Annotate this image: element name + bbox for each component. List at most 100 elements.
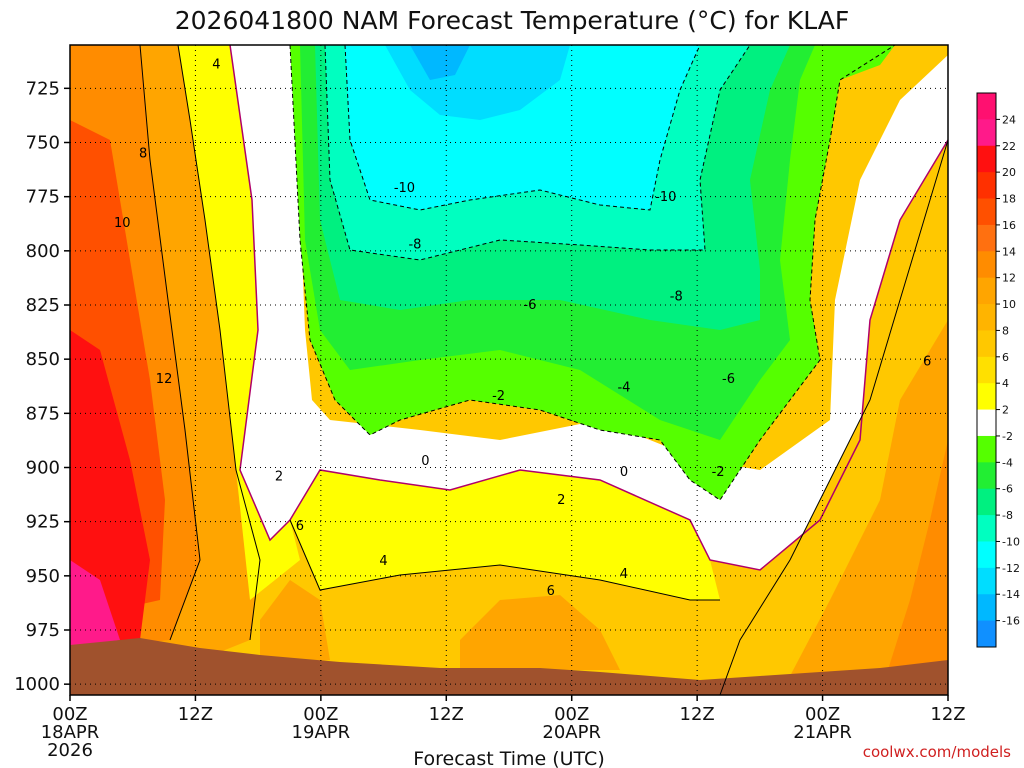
colorbar-swatch	[977, 620, 996, 648]
colorbar-tick-label: -12	[1002, 562, 1020, 575]
x-tick-date: 20APR	[542, 722, 601, 743]
colorbar-swatch	[977, 594, 996, 622]
band-22-24	[70, 560, 120, 648]
colorbar-swatch	[977, 515, 996, 542]
colorbar-tick-label: 14	[1002, 245, 1016, 258]
contour-label: 0	[620, 465, 628, 480]
neg8-contour	[324, 44, 751, 261]
colorbar-tick-label: 16	[1002, 219, 1016, 232]
contour-label: 2	[275, 469, 283, 484]
y-tick-label: 900	[26, 458, 60, 479]
y-tick-label: 975	[26, 620, 60, 641]
contour-label: -6	[722, 372, 735, 387]
x-tick-label: 12Z	[680, 704, 715, 725]
colorbar-tick-label: -14	[1002, 588, 1020, 601]
contour-label: -8	[670, 290, 683, 305]
contour-label: 0	[421, 454, 429, 469]
colorbar-swatch	[977, 567, 996, 595]
contour-label: -10	[655, 190, 676, 205]
contour-lines	[139, 44, 949, 696]
contour-label: -4	[617, 381, 630, 396]
y-tick-label: 875	[26, 403, 60, 424]
plot-frame	[69, 44, 949, 696]
contour-labels: 4 8 10 12 2 6 4 0 -2 -10 -8 -6 2 6 4 0 -4 -10 -8 -6 -2 6	[114, 58, 931, 600]
colorbar-swatch	[977, 330, 996, 358]
y-tick-label: 1000	[14, 674, 60, 695]
colorbar-tick-label: -16	[1002, 615, 1020, 628]
colorbar-swatch	[977, 145, 996, 173]
band-warm-pocket-1	[260, 580, 330, 665]
colorbar-tick-label: -2	[1002, 430, 1013, 443]
colorbar-tick-label: -4	[1002, 456, 1013, 469]
x-tick-label: 00Z	[52, 704, 87, 725]
y-axis-ticks: 725 750 775 800 825 850 875 900 925 950 975 1000	[14, 78, 70, 695]
terrain	[70, 638, 948, 695]
plot-area	[70, 45, 948, 695]
band-warm-pocket-2	[460, 595, 620, 670]
four-contour-right	[719, 139, 949, 696]
gridlines	[70, 45, 948, 695]
contour-label: 12	[156, 372, 173, 387]
y-tick-label: 850	[26, 349, 60, 370]
colorbar-tick-label: -8	[1002, 509, 1013, 522]
colorbar-tick-label: 20	[1002, 166, 1016, 179]
colorbar-swatch	[977, 93, 996, 120]
four-contour	[177, 44, 261, 641]
two-contour-lower	[289, 519, 720, 601]
contour-label: 2	[557, 493, 565, 508]
y-tick-label: 825	[26, 295, 60, 316]
x-axis-label: Forecast Time (UTC)	[413, 748, 604, 768]
colorbar-tick-label: 24	[1002, 113, 1016, 126]
colorbar-tick-label: 6	[1002, 351, 1009, 364]
colorbar-swatch	[977, 462, 996, 490]
colorbar-tick-label: -10	[1002, 535, 1020, 548]
contour-label: 4	[212, 58, 220, 73]
colorbar-frame	[976, 92, 997, 648]
contour-label: -8	[408, 238, 421, 253]
colorbar-swatch	[977, 541, 996, 569]
x-tick-label: 12Z	[429, 704, 464, 725]
colorbar-swatch	[977, 277, 996, 305]
band-neg2-to-2	[230, 45, 948, 570]
band-neg14-to-neg16	[410, 45, 470, 80]
zero-contour	[229, 44, 949, 571]
colorbar-swatch	[977, 224, 996, 252]
contour-label: 6	[923, 355, 931, 370]
y-tick-label: 950	[26, 566, 60, 587]
credit-link[interactable]: coolwx.com/models	[863, 743, 1011, 761]
colorbar-tick-label: 4	[1002, 377, 1009, 390]
contour-label: 8	[139, 147, 147, 162]
contour-label: 4	[620, 567, 628, 582]
colorbar-swatch	[977, 409, 996, 437]
x-tick-date: 21APR	[793, 722, 852, 743]
colorbar-tick-label: 2	[1002, 404, 1009, 417]
y-tick-label: 775	[26, 187, 60, 208]
colorbar-swatch	[977, 356, 996, 384]
x-tick-label: 12Z	[930, 704, 965, 725]
contour-label: 10	[114, 216, 131, 231]
band-right-10-12	[880, 440, 948, 695]
contour-label: -6	[523, 298, 536, 313]
y-tick-label: 925	[26, 512, 60, 533]
colorbar-swatch	[977, 435, 996, 463]
colorbar: 24 22 20 18 16 14 12 10 8 6 4 2 -2 -4 -6 -8 -10 -12 -14 -16	[976, 92, 1020, 648]
chart-title: 2026041800 NAM Forecast Temperature (°C)…	[175, 6, 849, 35]
contour-label: 4	[379, 554, 387, 569]
colorbar-swatch	[977, 119, 996, 147]
band-2-4-lower	[290, 470, 720, 600]
x-tick-label: 00Z	[303, 704, 338, 725]
colorbar-tick-label: 22	[1002, 140, 1016, 153]
contour-label: -2	[492, 389, 505, 404]
contour-label: 6	[296, 519, 304, 534]
x-tick-label: 00Z	[805, 704, 840, 725]
colorbar-swatch	[977, 383, 996, 411]
x-tick-date: 19APR	[292, 722, 351, 743]
ten-contour	[139, 44, 201, 641]
x-tick-date: 18APR	[41, 722, 100, 743]
x-tick-label: 00Z	[554, 704, 589, 725]
colorbar-swatch	[977, 488, 996, 516]
neg10-contour	[344, 44, 701, 211]
contour-label: -10	[394, 181, 415, 196]
